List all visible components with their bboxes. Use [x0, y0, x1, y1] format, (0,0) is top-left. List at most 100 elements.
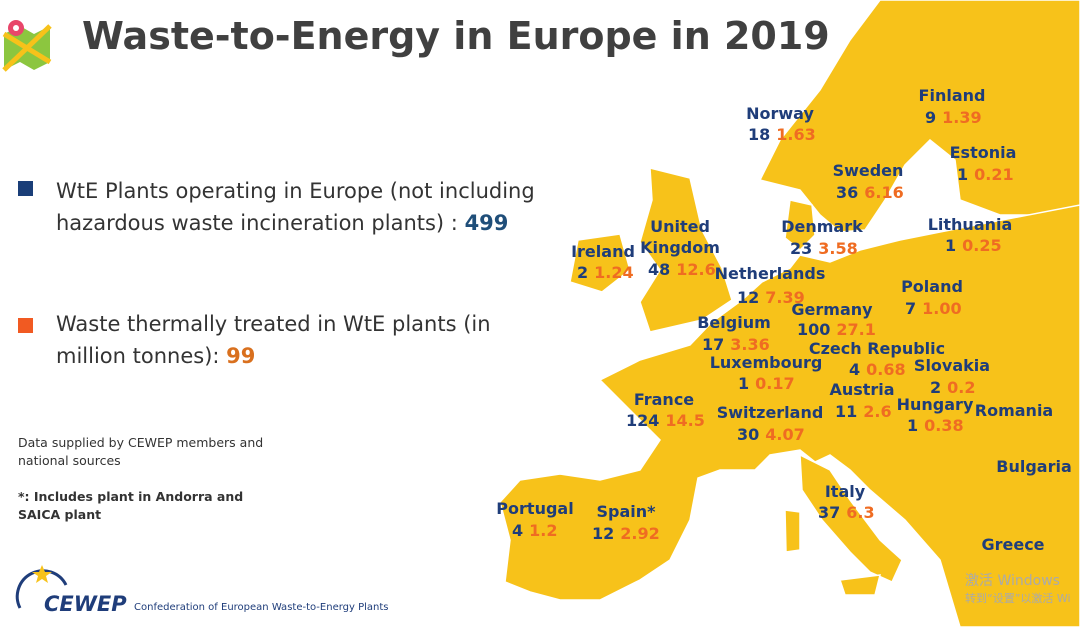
legend-swatch [18, 318, 33, 333]
country-figures: 124 14.5 [626, 411, 705, 430]
tonnes-treated: 1.24 [594, 263, 634, 282]
country-name: Germany [791, 300, 873, 319]
legend-item: WtE Plants operating in Europe (not incl… [56, 175, 546, 239]
tonnes-treated: 3.58 [818, 239, 858, 258]
country-figures: 12 7.39 [737, 288, 805, 307]
plants-count: 37 [818, 503, 841, 522]
country-figures: 9 1.39 [925, 108, 982, 127]
plants-count: 7 [905, 299, 917, 318]
country-name: United Kingdom [640, 217, 720, 257]
country-figures: 18 1.63 [748, 125, 816, 144]
plants-count: 1 [957, 165, 969, 184]
note: Data supplied by CEWEP members and natio… [18, 435, 264, 468]
tonnes-treated: 1.39 [942, 108, 982, 127]
country-figures: 7 1.00 [905, 299, 962, 318]
legend-text: WtE Plants operating in Europe (not incl… [56, 179, 535, 235]
logo-subtitle: Confederation of European Waste-to-Energ… [134, 602, 389, 613]
plants-count: 9 [925, 108, 937, 127]
plants-count: 12 [737, 288, 760, 307]
logo-mark [15, 565, 68, 609]
watermark: 激活 Windows [965, 573, 1060, 589]
tonnes-treated: 2.6 [863, 402, 892, 421]
country-figures: 36 6.16 [836, 183, 904, 202]
plants-count: 12 [592, 524, 615, 543]
country-name: Belgium [697, 313, 771, 332]
tonnes-treated: 0.38 [924, 416, 964, 435]
country-name: Estonia [949, 143, 1017, 162]
plants-count: 36 [836, 183, 859, 202]
logo-name: CEWEP [44, 592, 127, 616]
plants-count: 2 [577, 263, 589, 282]
country-figures: 4 1.2 [512, 521, 557, 540]
tonnes-treated: 0.68 [866, 360, 906, 379]
tonnes-treated: 7.39 [765, 288, 805, 307]
plants-count: 1 [945, 236, 957, 255]
country-figures: 12 2.92 [592, 524, 660, 543]
plants-count: 1 [907, 416, 919, 435]
map-icon [2, 20, 52, 72]
note: *: Includes plant in Andorra and SAICA p… [18, 489, 244, 522]
country-figures: 48 12.6 [648, 260, 716, 279]
country-name: Portugal [496, 499, 574, 518]
tonnes-treated: 0.21 [974, 165, 1014, 184]
tonnes-treated: 0.25 [962, 236, 1002, 255]
tonnes-treated: 0.2 [947, 378, 976, 397]
country-figures: 23 3.58 [790, 239, 858, 258]
tonnes-treated: 12.6 [676, 260, 716, 279]
country-name: Italy [824, 482, 866, 501]
tonnes-treated: 6.3 [846, 503, 875, 522]
country-figures: 1 0.38 [907, 416, 964, 435]
plants-count: 2 [930, 378, 942, 397]
country-name: Hungary [896, 395, 974, 414]
country-name: Norway [746, 104, 814, 123]
country-figures: 2 0.2 [930, 378, 975, 397]
title: Waste-to-Energy in Europe in 2019 [82, 14, 830, 58]
country-figures: 30 4.07 [737, 425, 805, 444]
tonnes-treated: 2.92 [620, 524, 660, 543]
country-name: Romania [974, 401, 1054, 420]
plants-count: 4 [849, 360, 861, 379]
country-figures: 4 0.68 [849, 360, 906, 379]
country-name: Bulgaria [996, 457, 1072, 476]
legend-item: Waste thermally treated in WtE plants (i… [56, 308, 546, 372]
country-name: Austria [829, 380, 895, 399]
country-name: Switzerland [716, 403, 824, 422]
tonnes-treated: 1.00 [922, 299, 962, 318]
country-figures: 100 27.1 [797, 320, 876, 339]
country-figures: 1 0.21 [957, 165, 1014, 184]
tonnes-treated: 4.07 [765, 425, 805, 444]
tonnes-treated: 3.36 [730, 335, 770, 354]
country-name: Netherlands [714, 264, 826, 283]
country-name: Slovakia [913, 356, 991, 375]
country-name: Sweden [832, 161, 904, 180]
plants-count: 124 [626, 411, 660, 430]
country-name: Poland [901, 277, 963, 296]
legend-swatch [18, 181, 33, 196]
country-name: Luxembourg [709, 353, 823, 372]
country-figures: 1 0.17 [738, 374, 795, 393]
country-name: Greece [981, 535, 1045, 554]
legend-value: 99 [226, 344, 256, 368]
tonnes-treated: 27.1 [836, 320, 876, 339]
tonnes-treated: 14.5 [665, 411, 705, 430]
country-name: Lithuania [927, 215, 1013, 234]
plants-count: 100 [797, 320, 831, 339]
country-name: France [633, 390, 695, 409]
country-figures: 17 3.36 [702, 335, 770, 354]
plants-count: 30 [737, 425, 760, 444]
plants-count: 11 [835, 402, 858, 421]
plants-count: 1 [738, 374, 750, 393]
tonnes-treated: 6.16 [864, 183, 904, 202]
tonnes-treated: 1.63 [776, 125, 816, 144]
plants-count: 23 [790, 239, 813, 258]
country-name: Czech Republic [808, 339, 946, 358]
tonnes-treated: 0.17 [755, 374, 795, 393]
country-name: Ireland [571, 242, 635, 261]
tonnes-treated: 1.2 [529, 521, 558, 540]
legend-value: 499 [464, 211, 509, 235]
plants-count: 48 [648, 260, 671, 279]
watermark: 转到“设置”以激活 Wi [965, 592, 1071, 605]
plants-count: 17 [702, 335, 725, 354]
